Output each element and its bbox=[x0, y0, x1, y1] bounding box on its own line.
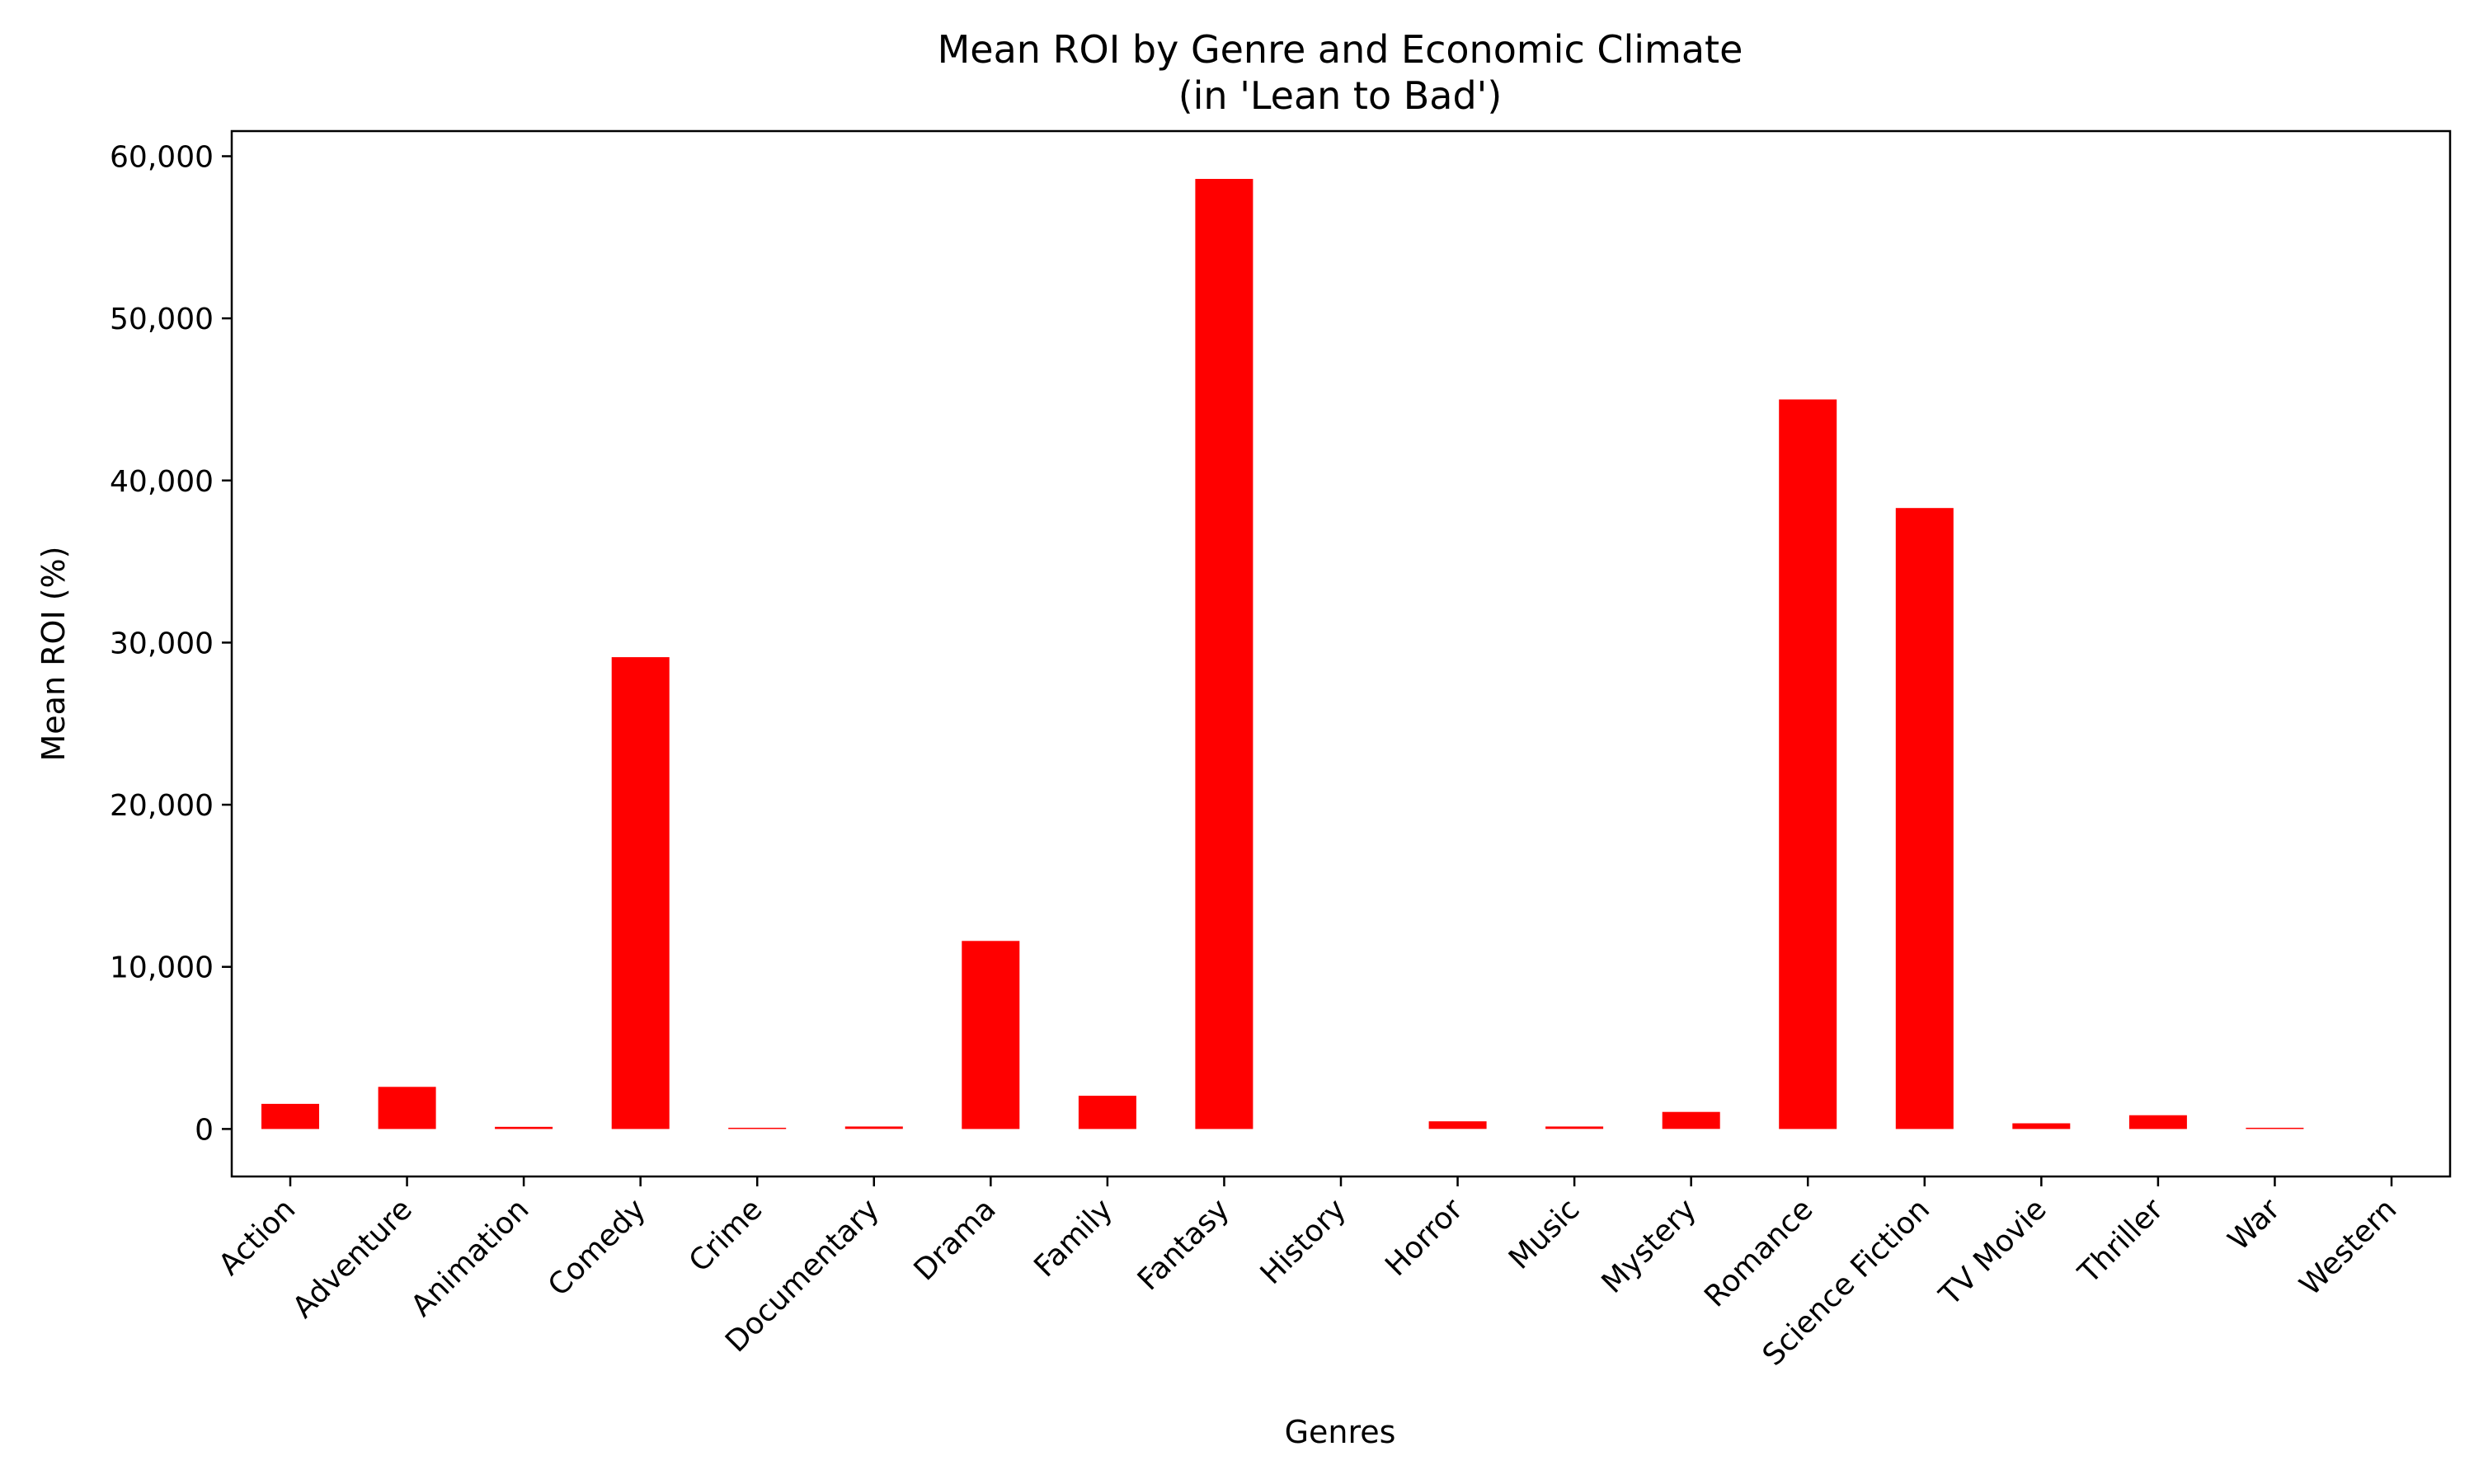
y-axis: 0 10,000 20,000 30,000 40,000 50,000 60,000 bbox=[110, 140, 232, 1147]
bar-science-fiction bbox=[1895, 508, 1954, 1129]
y-tick-label: 30,000 bbox=[110, 627, 214, 660]
bar-family bbox=[1078, 1096, 1136, 1129]
x-axis-label: Genres bbox=[1285, 1414, 1396, 1450]
bar-horror bbox=[1428, 1121, 1487, 1129]
bars-layer bbox=[261, 179, 2304, 1129]
y-tick-label: 40,000 bbox=[110, 465, 214, 499]
y-axis-label: Mean ROI (%) bbox=[35, 547, 72, 762]
bar-adventure bbox=[378, 1087, 436, 1129]
bar-tv-movie bbox=[2012, 1123, 2071, 1129]
bar-animation bbox=[495, 1126, 553, 1129]
bar-drama bbox=[962, 941, 1020, 1129]
bar-documentary bbox=[844, 1126, 903, 1129]
bar-thriller bbox=[2128, 1115, 2187, 1129]
chart-title-line1: Mean ROI by Genre and Economic Climate bbox=[938, 27, 1743, 72]
y-tick-label: 20,000 bbox=[110, 789, 214, 823]
y-tick-label: 60,000 bbox=[110, 140, 214, 174]
bar-romance bbox=[1779, 399, 1837, 1129]
bar-comedy bbox=[611, 657, 670, 1129]
bar-music bbox=[1545, 1126, 1604, 1129]
y-tick-label: 0 bbox=[195, 1113, 214, 1147]
bar-mystery bbox=[1662, 1111, 1720, 1129]
bar-crime bbox=[728, 1127, 787, 1129]
y-tick-label: 10,000 bbox=[110, 951, 214, 985]
plot-frame bbox=[230, 129, 2452, 1178]
bar-war bbox=[2246, 1127, 2304, 1129]
bar-fantasy bbox=[1195, 179, 1253, 1129]
y-tick-label: 50,000 bbox=[110, 303, 214, 336]
chart-title-line2: (in 'Lean to Bad') bbox=[1178, 73, 1503, 118]
bar-action bbox=[261, 1103, 319, 1129]
